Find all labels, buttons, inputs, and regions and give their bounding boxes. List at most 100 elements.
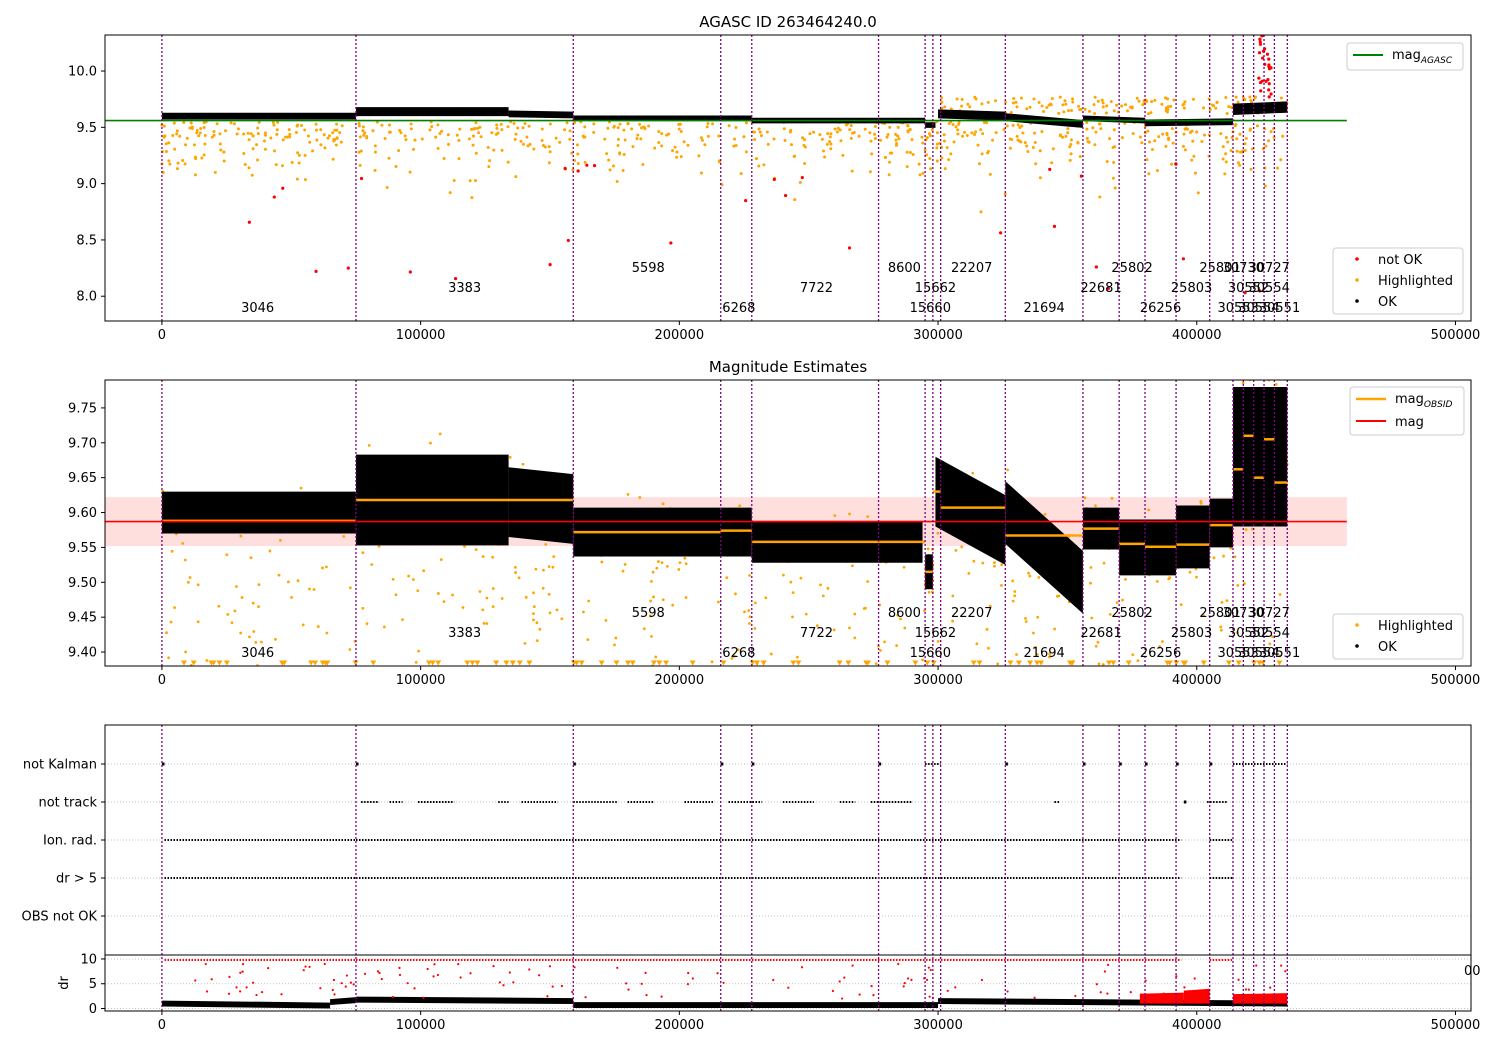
highlighted-point <box>322 133 326 137</box>
notok-point <box>1258 289 1262 293</box>
highlighted-point <box>532 618 535 622</box>
x-tick-label: 400000 <box>1172 673 1222 688</box>
highlighted-point <box>363 131 367 135</box>
highlighted-clip-marker <box>352 660 359 666</box>
highlighted-point <box>398 128 402 132</box>
highlighted-point <box>1185 127 1189 131</box>
highlighted-point <box>470 196 474 200</box>
highlighted-point <box>673 145 677 149</box>
highlighted-point <box>394 593 398 597</box>
flag-row-label: not track <box>38 796 97 811</box>
highlighted-point <box>195 128 199 132</box>
highlighted-point <box>535 639 539 643</box>
highlighted-point <box>993 564 996 568</box>
highlighted-point <box>844 123 848 127</box>
y-tick-label: 9.5 <box>76 121 97 136</box>
highlighted-point <box>448 191 452 195</box>
highlighted-point <box>335 122 339 126</box>
highlighted-point <box>532 591 535 595</box>
highlighted-point <box>486 146 490 150</box>
notok-point <box>1267 95 1271 99</box>
highlighted-point <box>925 136 929 140</box>
flag-mark <box>751 762 755 766</box>
highlighted-point <box>447 142 451 146</box>
highlighted-point <box>753 626 757 630</box>
highlighted-point <box>212 133 216 137</box>
highlighted-point <box>452 179 456 183</box>
highlighted-point <box>1085 136 1089 140</box>
dr-point <box>843 976 846 979</box>
dr-point <box>1237 978 1240 981</box>
highlighted-point <box>1109 100 1113 104</box>
highlighted-point <box>277 573 281 577</box>
highlighted-point <box>866 580 870 583</box>
highlighted-point <box>251 134 255 138</box>
highlighted-point <box>1202 106 1206 110</box>
highlighted-point <box>436 592 440 595</box>
notok-point <box>1265 52 1270 56</box>
highlighted-point <box>583 125 587 129</box>
highlighted-point <box>523 641 527 645</box>
highlighted-point <box>883 640 886 644</box>
highlighted-point <box>1147 508 1151 512</box>
highlighted-point <box>1229 149 1233 153</box>
highlighted-point <box>1225 599 1229 603</box>
dr-point <box>398 966 401 969</box>
obsid-label: 30554 <box>1238 301 1279 316</box>
highlighted-point <box>592 122 596 126</box>
highlighted-point <box>1141 103 1145 107</box>
dr-point <box>413 987 416 990</box>
highlighted-point <box>373 168 377 172</box>
highlighted-point <box>290 160 294 164</box>
obsid-label: 8600 <box>888 261 921 276</box>
obsid-label: 6268 <box>722 301 755 316</box>
obsid-label: 15662 <box>915 626 956 641</box>
highlighted-point <box>235 585 238 588</box>
highlighted-point <box>639 137 643 141</box>
highlighted-point <box>739 172 743 176</box>
highlighted-point <box>1005 124 1009 128</box>
x-tick-label: 0 <box>158 328 166 343</box>
highlighted-point <box>753 138 757 142</box>
highlighted-point <box>487 165 491 169</box>
dr-point <box>954 986 957 989</box>
highlighted-point <box>908 151 912 155</box>
highlighted-point <box>857 134 861 138</box>
highlighted-point <box>193 155 197 159</box>
highlighted-point <box>665 565 669 568</box>
dr-point <box>245 986 248 989</box>
highlighted-point <box>1076 140 1080 144</box>
highlighted-point <box>1086 140 1090 144</box>
obsid-label: 7722 <box>800 281 833 296</box>
highlighted-point <box>540 138 544 142</box>
highlighted-point <box>738 504 742 508</box>
highlighted-point <box>921 658 924 662</box>
highlighted-point <box>517 576 521 580</box>
highlighted-point <box>251 147 255 151</box>
highlighted-point <box>1063 99 1067 103</box>
highlighted-point <box>864 606 867 610</box>
highlighted-point <box>1061 103 1065 107</box>
highlighted-point <box>555 608 559 612</box>
highlighted-point <box>335 128 339 132</box>
highlighted-point <box>604 618 608 622</box>
highlighted-point <box>1279 158 1283 162</box>
flag-mark <box>355 762 359 766</box>
highlighted-point <box>438 131 442 135</box>
highlighted-point <box>974 130 978 134</box>
highlighted-point <box>188 576 192 579</box>
highlighted-point <box>1229 105 1233 109</box>
highlighted-point <box>527 124 531 128</box>
highlighted-point <box>1055 594 1059 598</box>
highlighted-point <box>319 128 323 132</box>
highlighted-point <box>571 168 575 172</box>
notok-point <box>359 176 364 181</box>
dr-point <box>927 966 930 969</box>
x-tick-label: 500000 <box>1431 673 1481 688</box>
highlighted-point <box>908 127 912 131</box>
highlighted-point <box>1219 625 1223 629</box>
highlighted-point <box>513 565 517 569</box>
highlighted-point <box>217 604 221 608</box>
highlighted-point <box>1038 149 1042 153</box>
highlighted-point <box>1100 98 1104 102</box>
